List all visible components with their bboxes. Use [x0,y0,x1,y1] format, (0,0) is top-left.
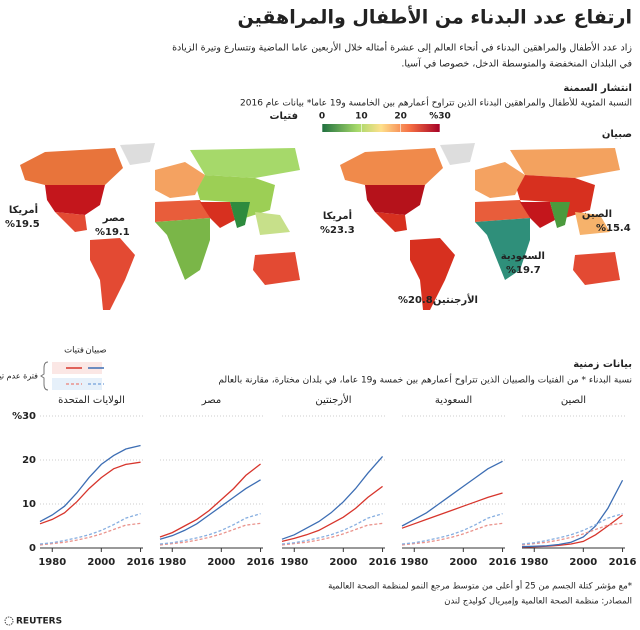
series-line [401,513,503,545]
map-label: صبيان [602,129,632,140]
series-line [159,479,261,540]
scale-label: %30 [429,112,451,122]
x-tick-label: 2016 [369,557,397,568]
series-line [39,513,141,545]
section-description: نسبة البدناء * من الفتيات والصبيان الذين… [218,374,632,386]
footnote: *مع مؤشر كتلة الجسم من 25 أو أعلى من متو… [328,580,632,592]
title: ارتفاع عدد البدناء من الأطفال والمراهقين [238,6,632,29]
subtitle: زاد عدد الأطفال والمراهقين البدناء في أن… [172,41,632,54]
callout-value: %19.1 [95,227,130,238]
callout-name: السعودية [501,251,545,262]
map-girls [20,143,300,310]
x-tick-label: 1980 [280,557,308,568]
callout-value: %15.4 [596,223,631,234]
x-tick-label: 1980 [400,557,428,568]
callout-value: %19.7 [506,265,541,276]
band-label: فترة عدم تيقن [0,372,38,381]
x-tick-label: 2016 [489,557,517,568]
series-line [401,460,503,527]
callout-value: %20.8 [398,295,433,306]
x-tick-label: 2000 [207,557,235,568]
callout-name: الصين [582,209,612,220]
y-tick-label: %30 [12,411,36,422]
panel-title: الولايات المتحدة [58,395,125,406]
y-tick-label: 0 [29,543,36,554]
scale-label: 20 [394,112,407,122]
callout-value: %23.3 [320,225,355,236]
brace [40,361,49,391]
series-line [281,513,383,545]
color-scale [322,124,440,132]
section-heading: انتشار السمنة [563,83,632,94]
brand: REUTERS [16,617,62,627]
series-line [39,461,141,525]
series-line [521,479,624,548]
x-tick-label: 2000 [449,557,477,568]
callout-name: الأرجنتين [433,293,478,306]
series-line [281,485,383,543]
panel-title: الصين [561,395,586,406]
series-line [159,513,261,545]
scale-label: 0 [319,112,325,122]
x-tick-label: 2016 [609,557,637,568]
legend-label: فتيات [64,346,84,356]
series-line [401,492,503,529]
series-line [159,522,261,546]
series-line [39,444,141,523]
series-line [521,513,623,545]
x-tick-label: 1980 [38,557,66,568]
subtitle: في البلدان المنخفضة والمتوسطة الدخل، خصو… [401,57,632,70]
scale-label: 10 [355,112,368,122]
y-tick-label: 20 [22,455,36,466]
source: المصادر: منظمة الصحة العالمية وإمبريال ك… [444,597,632,607]
callout-name: أمريكا [323,209,352,222]
series-line [281,456,384,540]
legend-label: صبيان [85,346,106,356]
x-tick-label: 2000 [87,557,115,568]
series-line [281,522,383,546]
callout-name: مصر [102,213,125,224]
y-tick-label: 10 [22,499,36,510]
section-description: النسبة المئوية للأطفال والمراهقين البدنا… [240,97,632,109]
series-line [159,463,261,538]
series-line [521,522,623,546]
x-tick-label: 2000 [569,557,597,568]
map-label: فتيات [269,111,298,122]
x-tick-label: 2016 [127,557,155,568]
panel-title: مصر [201,395,222,406]
x-tick-label: 1980 [520,557,548,568]
callout-name: أمريكا [9,203,38,216]
section-heading: بيانات زمنية [573,359,632,370]
panel-title: السعودية [435,395,472,406]
brand-logo [4,616,14,626]
series-line [39,522,141,546]
x-tick-label: 2016 [247,557,275,568]
panel-title: الأرجنتين [315,393,351,406]
callout-value: %19.5 [5,219,40,230]
series-line [401,522,503,546]
map-boys [340,143,620,310]
x-tick-label: 2000 [329,557,357,568]
x-tick-label: 1980 [158,557,186,568]
